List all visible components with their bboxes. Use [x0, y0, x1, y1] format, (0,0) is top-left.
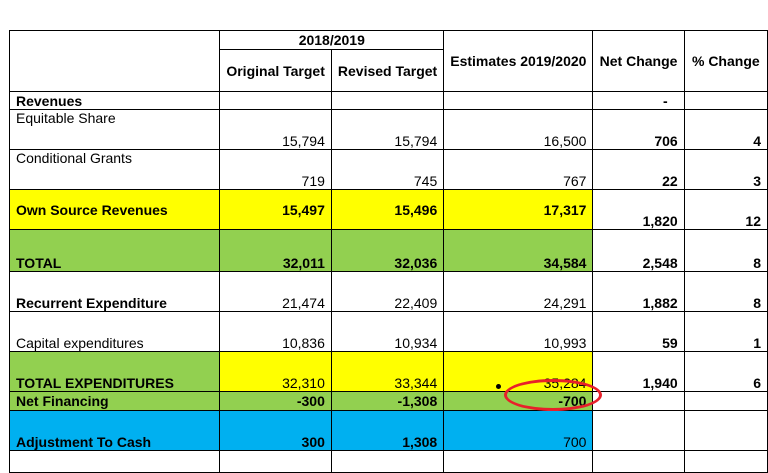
net-change-cell: 1,940	[592, 351, 685, 392]
table-row-total: TOTAL 32,011 32,036 34,584 2,548 8	[8, 229, 768, 272]
table-row: Recurrent Expenditure 21,474 22,409 24,2…	[8, 271, 768, 312]
revised-target-header: Revised Target	[330, 49, 445, 92]
cell	[8, 450, 221, 473]
table-row-empty	[8, 450, 768, 473]
cell	[592, 450, 685, 473]
original-target-header: Original Target	[219, 49, 332, 92]
estimates-cell: 16,500	[443, 109, 594, 150]
pct-change-cell: 3	[683, 149, 768, 190]
row-label: Adjustment To Cash	[8, 410, 221, 451]
revised-cell: 10,934	[330, 311, 445, 352]
revenues-row: Revenues -	[8, 91, 768, 110]
net-change-cell: 1,820	[592, 189, 685, 230]
net-change-cell	[592, 391, 685, 411]
pct-change-header: % Change	[683, 30, 768, 92]
pct-change-cell: 8	[683, 271, 768, 312]
original-cell: 719	[219, 149, 332, 190]
original-cell: 10,836	[219, 311, 332, 352]
estimates-cell: -700	[443, 391, 594, 411]
original-cell: 32,011	[219, 229, 332, 272]
header-row-period: 2018/2019 Estimates 2019/2020 Net Change…	[8, 30, 768, 92]
pct-change-cell: 6	[683, 351, 768, 392]
original-cell: 15,497	[219, 189, 332, 230]
original-cell: -300	[219, 391, 332, 411]
net-change-cell	[592, 410, 685, 451]
table-row: Conditional Grants 719 745 767 22 3	[8, 149, 768, 190]
net-change-cell: -	[592, 91, 685, 110]
cell	[330, 450, 445, 473]
row-label: Net Financing	[8, 391, 221, 411]
original-cell: 32,310	[219, 351, 332, 392]
header-row-columns: Original Target Revised Target	[10, 49, 768, 92]
revised-cell: 15,794	[330, 109, 445, 150]
net-change-cell: 22	[592, 149, 685, 190]
cell	[683, 450, 768, 473]
revised-cell: 745	[330, 149, 445, 190]
revised-cell: 22,409	[330, 271, 445, 312]
table-row: Equitable Share 15,794 15,794 16,500 706…	[8, 109, 768, 150]
table-row: Capital expenditures 10,836 10,934 10,99…	[8, 311, 768, 352]
estimates-cell: 24,291	[443, 271, 594, 312]
row-label: TOTAL	[8, 229, 221, 272]
cell	[443, 91, 594, 110]
period-header: 2018/2019	[219, 30, 445, 50]
cell	[443, 450, 594, 473]
pct-change-cell	[683, 391, 768, 411]
revised-cell: 33,344	[330, 351, 445, 392]
net-change-cell: 2,548	[592, 229, 685, 272]
original-cell: 21,474	[219, 271, 332, 312]
net-change-cell: 706	[592, 109, 685, 150]
table-row-net-financing: Net Financing -300 -1,308 -700	[8, 391, 768, 411]
cell	[219, 450, 332, 473]
pct-change-cell: 12	[683, 189, 768, 230]
table-row-own-source: Own Source Revenues 15,497 15,496 17,317…	[8, 189, 768, 230]
header-blank-cell	[8, 30, 221, 92]
table-row-total-expenditures: TOTAL EXPENDITURES 32,310 33,344 35,284 …	[8, 351, 768, 392]
row-label: TOTAL EXPENDITURES	[8, 351, 221, 392]
row-label: Recurrent Expenditure	[8, 271, 221, 312]
row-label: Revenues	[8, 91, 221, 110]
original-cell: 15,794	[219, 109, 332, 150]
net-change-header: Net Change	[592, 30, 685, 92]
estimates-cell: 10,993	[443, 311, 594, 352]
estimates-cell: 35,284	[443, 351, 594, 392]
row-label: Own Source Revenues	[8, 189, 221, 230]
estimates-cell: 34,584	[443, 229, 594, 272]
estimates-header: Estimates 2019/2020	[443, 30, 594, 92]
revised-cell: -1,308	[330, 391, 445, 411]
pct-change-cell	[683, 410, 768, 451]
pct-change-cell: 1	[683, 311, 768, 352]
table-row-adjustment: Adjustment To Cash 300 1,308 700	[8, 410, 768, 451]
row-label: Equitable Share	[8, 109, 221, 150]
marker-dot	[496, 384, 501, 389]
pct-change-cell: 8	[683, 229, 768, 272]
row-label: Capital expenditures	[8, 311, 221, 352]
original-cell: 300	[219, 410, 332, 451]
estimates-cell: 17,317	[443, 189, 594, 230]
budget-table: 2018/2019 Estimates 2019/2020 Net Change…	[8, 30, 768, 473]
revised-cell: 32,036	[330, 229, 445, 272]
net-change-cell: 59	[592, 311, 685, 352]
cell	[683, 91, 768, 110]
row-label: Conditional Grants	[8, 149, 221, 190]
cell	[219, 91, 332, 110]
estimates-cell: 767	[443, 149, 594, 190]
estimates-cell: 700	[443, 410, 594, 451]
cell	[330, 91, 445, 110]
net-change-cell: 1,882	[592, 271, 685, 312]
revised-cell: 1,308	[330, 410, 445, 451]
pct-change-cell: 4	[683, 109, 768, 150]
revised-cell: 15,496	[330, 189, 445, 230]
